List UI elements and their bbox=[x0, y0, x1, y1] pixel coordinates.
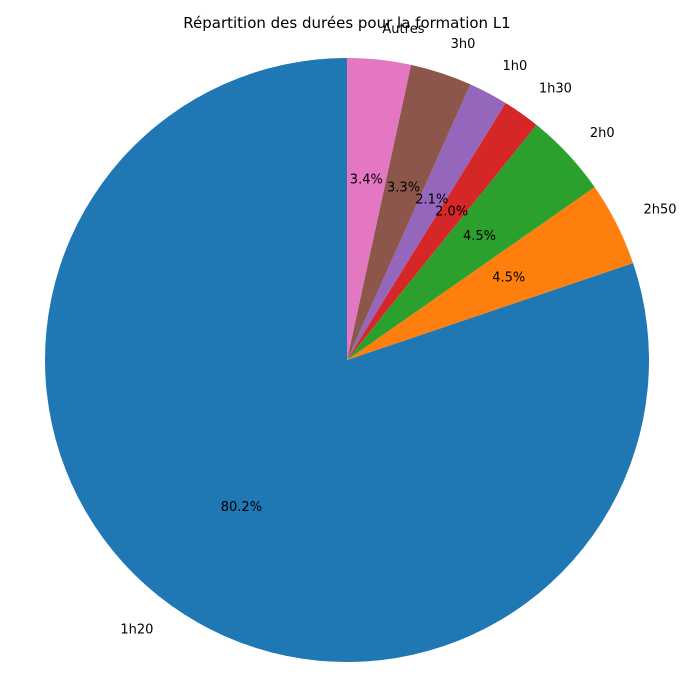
slice-label-2h50: 2h50 bbox=[643, 203, 676, 218]
slices-group bbox=[44, 58, 650, 662]
pie-slice-2h50 bbox=[347, 187, 634, 360]
slice-label-2h0: 2h0 bbox=[590, 126, 615, 141]
slice-percent-1h20: 80.2% bbox=[221, 500, 262, 515]
pie-slice-1h30 bbox=[347, 102, 537, 360]
slice-label-1h20: 1h20 bbox=[120, 622, 153, 637]
pie-slice-2h0 bbox=[347, 124, 595, 360]
slice-percent-1h0: 2.1% bbox=[415, 192, 448, 207]
slice-percent-3h0: 3.3% bbox=[387, 180, 420, 195]
slice-percent-1h30: 2.0% bbox=[435, 205, 468, 220]
slice-label-autres: Autres bbox=[382, 22, 424, 37]
slice-label-1h30: 1h30 bbox=[539, 81, 572, 96]
pie-slice-autres bbox=[347, 58, 412, 360]
slice-percent-2h0: 4.5% bbox=[463, 229, 496, 244]
pie-slice-3h0 bbox=[347, 64, 471, 361]
slice-percent-2h50: 4.5% bbox=[492, 271, 525, 286]
pie-slice-1h0 bbox=[347, 84, 506, 361]
labels-group: 1h2080.2%2h504.5%2h04.5%1h302.0%1h02.1%3… bbox=[120, 22, 676, 637]
slice-label-1h0: 1h0 bbox=[502, 59, 527, 74]
slice-label-3h0: 3h0 bbox=[451, 37, 476, 52]
chart-title: Répartition des durées pour la formation… bbox=[183, 14, 510, 32]
slice-percent-autres: 3.4% bbox=[350, 172, 383, 187]
